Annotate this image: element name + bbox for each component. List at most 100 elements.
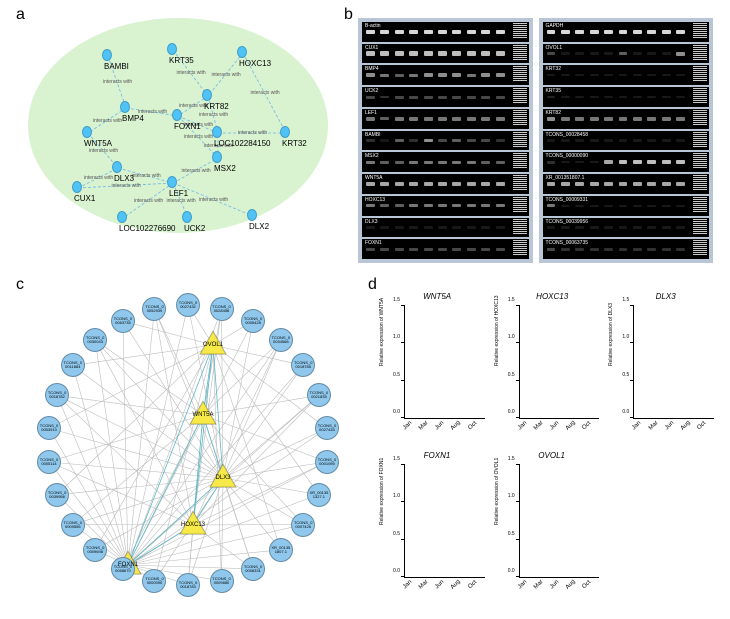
node-label: UCK2 — [184, 224, 205, 233]
edge-label: interacts with — [199, 197, 228, 203]
node-FOXN1 — [172, 110, 182, 120]
gel-lane: TCONS_00028458 — [543, 131, 710, 151]
node-KRT32 — [280, 127, 290, 137]
node-HOXC13 — [237, 47, 247, 57]
gel-lane-label: BMP4 — [365, 66, 379, 72]
gel-lane-label: HOXC13 — [365, 197, 385, 203]
gel-lane-label: CUX1 — [365, 45, 378, 51]
node-BMP4 — [120, 102, 130, 112]
gel-lane: HOXC13 — [362, 196, 529, 216]
gel-lane: TCONS_00063735 — [543, 239, 710, 259]
panel-a-label: a — [16, 6, 25, 24]
gel-lane-label: TCONS_00039956 — [546, 219, 589, 225]
edge-label: interacts with — [103, 79, 132, 85]
lnc-node: TCONS_00053910 — [37, 416, 61, 440]
gel-lane: KRT35 — [543, 87, 710, 107]
node-label: BMP4 — [122, 114, 144, 123]
lnc-node: TCONS_00058670 — [111, 557, 135, 581]
panel-d-label: d — [368, 276, 377, 294]
panel-d-charts: WNT5ARelative expression of WNT5A0.00.51… — [380, 290, 718, 600]
node-label: HOXC13 — [239, 59, 271, 68]
edge-label: interacts with — [238, 130, 267, 136]
node-label: BAMBI — [104, 62, 129, 71]
lnc-node: XR_001351807.1 — [269, 538, 293, 562]
gel-lane-label: DLX3 — [365, 219, 378, 225]
gel-lane-label: UCK2 — [365, 88, 378, 94]
gel-lane: LEF1 — [362, 109, 529, 129]
node-label: KRT35 — [169, 56, 194, 65]
chart-ylabel: Relative expression of OVOL1 — [494, 457, 500, 524]
mrna-label: WNT5A — [193, 412, 214, 418]
lnc-node: TCONS_00009556 — [61, 513, 85, 537]
edge-label: interacts with — [182, 168, 211, 174]
edge-label: interacts with — [132, 173, 161, 179]
node-label: CUX1 — [74, 194, 95, 203]
node-label: FOXN1 — [174, 122, 201, 131]
chart-title: OVOL1 — [538, 451, 565, 460]
lnc-node: XR_001351327.1 — [307, 483, 331, 507]
chart-ylabel: Relative expression of HOXC13 — [494, 295, 500, 366]
gel-lane-label: TCONS_00009331 — [546, 197, 589, 203]
gel-lane: KRT32 — [543, 65, 710, 85]
gel-lane-label: OVOL1 — [546, 45, 563, 51]
edge-label: interacts with — [212, 72, 241, 78]
node-label: LOC102276690 — [119, 224, 176, 233]
gel-lane: BMP4 — [362, 65, 529, 85]
gel-lane: XR_001351807.1 — [543, 174, 710, 194]
mrna-label: DLX3 — [215, 475, 230, 481]
gel-lane: TCONS_00039956 — [543, 218, 710, 238]
node-DLX3 — [112, 162, 122, 172]
chart-title: HOXC13 — [536, 292, 568, 301]
x-label: Oct — [694, 418, 718, 442]
edge-label: interacts with — [177, 70, 206, 76]
bar-chart: DLX3Relative expression of DLX30.00.51.0… — [609, 290, 718, 441]
x-label: Oct — [579, 577, 603, 601]
gel-lane: KRT82 — [543, 109, 710, 129]
edge-label: interacts with — [84, 175, 113, 181]
chart-title: DLX3 — [656, 292, 676, 301]
gel-lane-label: GAPDH — [546, 23, 564, 29]
gel-lane-label: TCONS_00063735 — [546, 240, 589, 246]
x-label: Oct — [465, 418, 489, 442]
gel-lane: FOXN1 — [362, 239, 529, 259]
gel-lane-label: B-actin — [365, 23, 381, 29]
lnc-node: TCONS_00027435 — [315, 416, 339, 440]
node-DLX2 — [247, 210, 257, 220]
node-LOC102276690 — [117, 212, 127, 222]
gel-lane-label: TCONS_00000090 — [546, 153, 589, 159]
node-label: MSX2 — [214, 164, 236, 173]
lnc-node: TCONS_00018783 — [176, 573, 200, 597]
node-label: KRT32 — [282, 139, 307, 148]
gel-lane-label: FOXN1 — [365, 240, 382, 246]
node-label: WNT5A — [84, 139, 112, 148]
bar-chart: HOXC13Relative expression of HOXC130.00.… — [495, 290, 604, 441]
edge-label: interacts with — [89, 148, 118, 154]
gel-lane-label: TCONS_00028458 — [546, 132, 589, 138]
panel-c-svg — [18, 290, 358, 600]
lnc-node: TCONS_00027432 — [176, 293, 200, 317]
gel-lane: MSX2 — [362, 152, 529, 172]
lnc-node: TCONS_00009698 — [83, 538, 107, 562]
lnc-node: TCONS_00001095 — [315, 450, 339, 474]
lnc-node: TCONS_00063735 — [111, 309, 135, 333]
gel-lane: CUX1 — [362, 44, 529, 64]
node-UCK2 — [182, 212, 192, 222]
gel-lane: B-actin — [362, 22, 529, 42]
panel-b-label: b — [344, 6, 353, 24]
lnc-node: TCONS_00005114 — [37, 450, 61, 474]
chart-ylabel: Relative expression of DLX3 — [608, 302, 614, 365]
chart-title: WNT5A — [423, 292, 451, 301]
edge-label: interacts with — [251, 90, 280, 96]
edge-label: interacts with — [167, 198, 196, 204]
gel-lane-label: LEF1 — [365, 110, 377, 116]
panel-c-network: TCONS_00027432TCONS_00028458TCONS_000054… — [18, 290, 358, 600]
chart-title: FOXN1 — [424, 451, 451, 460]
edge-label: interacts with — [134, 198, 163, 204]
gel-lane: TCONS_00000090 — [543, 152, 710, 172]
gel-lane: UCK2 — [362, 87, 529, 107]
lnc-node: TCONS_00007426 — [291, 513, 315, 537]
gel-lane-label: MSX2 — [365, 153, 379, 159]
edge-label: interacts with — [112, 183, 141, 189]
lnc-node: TCONS_00028458 — [210, 297, 234, 321]
panel-b-gels: B-actinCUX1BMP4UCK2LEF1BAMBIMSX2WNT5AHOX… — [358, 18, 713, 263]
